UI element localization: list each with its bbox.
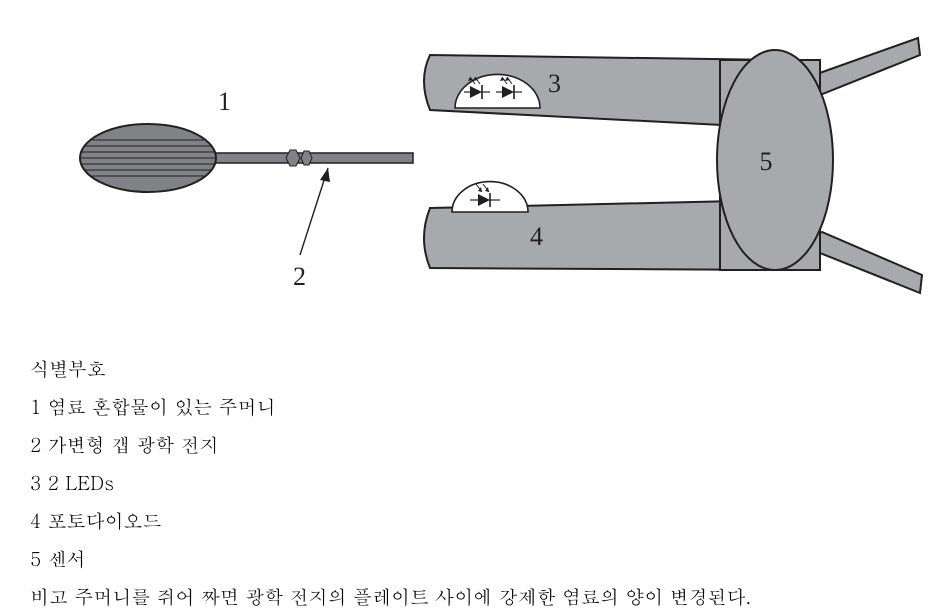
legend-item-2: 2 가변형 갭 광학 전지 xyxy=(30,426,910,464)
label-5: 5 xyxy=(760,147,773,176)
legend-item-4: 4 포토다이오드 xyxy=(30,502,910,540)
legend-item-1: 1 염료 혼합물이 있는 주머니 xyxy=(30,388,910,426)
legend-item-3: 3 2 LEDs xyxy=(30,464,910,502)
legend-title: 식별부호 xyxy=(30,350,910,388)
label-1: 1 xyxy=(218,87,231,116)
label-2: 2 xyxy=(293,262,306,291)
diagram-container: 1 2 3 4 5 xyxy=(0,0,946,340)
pointer-2 xyxy=(300,168,330,255)
probe-assembly xyxy=(80,124,413,192)
diagram-svg: 1 2 3 4 5 xyxy=(0,0,946,340)
label-3: 3 xyxy=(548,69,561,98)
legend-block: 식별부호 1 염료 혼합물이 있는 주머니 2 가변형 갭 광학 전지 3 2 … xyxy=(30,350,910,616)
label-4: 4 xyxy=(530,222,543,251)
legend-note: 비고 주머니를 쥐어 짜면 광학 전지의 플레이트 사이에 강제한 염료의 양이… xyxy=(30,578,910,616)
legend-item-5: 5 센서 xyxy=(30,540,910,578)
photodiode-window xyxy=(452,182,528,212)
sensor-face-ellipse xyxy=(717,50,833,270)
